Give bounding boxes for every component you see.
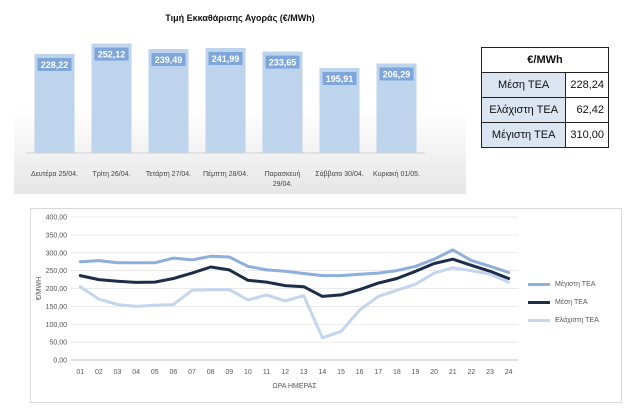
stats-row: Μέγιστη ΤΕΑ 310,00 — [480, 122, 609, 148]
bar-value-label: 241,99 — [212, 54, 240, 64]
stats-row-label: Μέση ΤΕΑ — [480, 72, 567, 98]
bar-category-label: Πέμπτη 28/04. — [203, 170, 248, 178]
series-line-avg — [78, 257, 511, 298]
bar-value-label-bg — [379, 67, 414, 81]
bar-chart-canvas: Τιμή Εκκαθάρισης Αγοράς (€/MWh) 228,22 Δευ… — [26, 13, 425, 188]
x-tick-label: 10 — [244, 369, 252, 376]
x-tick-label: 12 — [281, 369, 289, 376]
bar-value-label-bg — [37, 57, 72, 71]
bar-value-label-bg — [322, 71, 357, 85]
bar-value-label: 195,91 — [326, 74, 354, 84]
bar-category-label: Δευτέρα 25/04. — [31, 170, 78, 178]
x-tick-label: 21 — [449, 369, 457, 376]
bar-value-label-bg — [151, 53, 186, 67]
bar-value-label: 252,12 — [98, 50, 126, 60]
y-tick-label: 300,00 — [46, 250, 68, 257]
legend-swatch — [528, 319, 550, 322]
y-tick-label: 100,00 — [46, 322, 68, 329]
bar-category-label: Παρασκευή — [265, 171, 301, 178]
legend-label: Ελάχιστη ΤΕΑ — [555, 317, 599, 324]
bar-value-label-bg — [94, 47, 129, 61]
x-tick-label: 19 — [412, 369, 420, 376]
legend-item-avg: Μέση ΤΕΑ — [528, 299, 588, 306]
daily-price-bar-chart: Τιμή Εκκαθάρισης Αγοράς (€/MWh) 228,22 Δευ… — [14, 6, 466, 194]
x-tick-label: 02 — [95, 369, 103, 376]
x-tick-label: 15 — [337, 369, 345, 376]
x-tick-label: 01 — [76, 369, 84, 376]
bar-category-label: Τρίτη 26/04. — [93, 170, 131, 178]
legend-item-min: Ελάχιστη ΤΕΑ — [528, 317, 599, 324]
x-tick-label: 16 — [356, 369, 364, 376]
bar-value-label: 206,29 — [383, 69, 411, 79]
x-tick-label: 24 — [505, 369, 513, 376]
series-line-min — [78, 266, 511, 340]
stats-row-label: Μέγιστη ΤΕΑ — [480, 122, 567, 148]
bar-value-label-bg — [265, 55, 300, 69]
y-tick-label: 250,00 — [46, 268, 68, 275]
stats-row-value: 62,42 — [565, 97, 609, 123]
legend-swatch — [528, 283, 550, 286]
legend-label: Μέση ΤΕΑ — [555, 299, 588, 306]
x-axis-label: ΩΡΑ ΗΜΕΡΑΣ — [272, 383, 317, 390]
x-tick-label: 20 — [430, 369, 438, 376]
y-tick-label: 350,00 — [46, 232, 68, 239]
x-tick-label: 14 — [319, 369, 327, 376]
x-tick-label: 06 — [170, 369, 178, 376]
x-tick-label: 18 — [393, 369, 401, 376]
bar — [148, 49, 189, 153]
bar-category-label: Σάββατο 30/04. — [315, 170, 363, 178]
bar-value-label: 228,22 — [41, 60, 69, 70]
stats-header: €/MWh — [481, 47, 609, 73]
bar — [91, 43, 132, 153]
stats-row: Ελάχιστη ΤΕΑ 62,42 — [480, 97, 609, 123]
y-tick-label: 150,00 — [46, 304, 68, 311]
legend-label: Μέγιστη ΤΕΑ — [555, 281, 596, 288]
x-tick-label: 08 — [207, 369, 215, 376]
stats-row-value: 310,00 — [565, 122, 609, 148]
x-tick-label: 07 — [188, 369, 196, 376]
legend-swatch — [528, 301, 550, 304]
x-tick-label: 13 — [300, 369, 308, 376]
y-axis-label: €/MWH — [36, 277, 43, 300]
x-tick-label: 04 — [132, 369, 140, 376]
y-tick-label: 400,00 — [46, 215, 68, 222]
bar-value-label: 239,49 — [155, 55, 183, 65]
x-tick-label: 17 — [374, 369, 382, 376]
hourly-price-line-chart: 0,00 50,00 100,00 150,00 200,00 250,00 300,00 3… — [30, 208, 622, 403]
stats-row: Μέση ΤΕΑ 228,24 — [480, 72, 609, 98]
price-stats-table: €/MWh Μέση ΤΕΑ 228,24 Ελάχιστη ΤΕΑ 62,42… — [480, 47, 609, 148]
x-tick-label: 05 — [151, 369, 159, 376]
bar-category-label: 29/04. — [273, 181, 293, 188]
y-tick-label: 50,00 — [49, 340, 67, 347]
x-tick-label: 09 — [225, 369, 233, 376]
x-tick-label: 11 — [263, 369, 270, 376]
bar-chart-title: Τιμή Εκκαθάρισης Αγοράς (€/MWh) — [165, 13, 315, 23]
stats-header-row: €/MWh — [481, 47, 609, 73]
bar-value-label: 233,65 — [269, 58, 297, 68]
x-tick-label: 22 — [468, 369, 476, 376]
y-tick-label: 200,00 — [46, 286, 68, 293]
series-line-max — [78, 248, 511, 278]
stats-row-label: Ελάχιστη ΤΕΑ — [480, 97, 567, 123]
x-tick-label: 03 — [114, 369, 122, 376]
x-tick-label: 23 — [486, 369, 494, 376]
line-chart-canvas: 0,00 50,00 100,00 150,00 200,00 250,00 300,00 3… — [36, 215, 518, 390]
bar-category-label: Κυριακή 01/05. — [373, 171, 420, 178]
stats-row-value: 228,24 — [565, 72, 609, 98]
bar-category-label: Τετάρτη 27/04. — [146, 170, 191, 178]
bar-value-label-bg — [208, 51, 243, 65]
bar — [205, 47, 246, 153]
y-tick-label: 0,00 — [53, 358, 67, 365]
legend-item-max: Μέγιστη ΤΕΑ — [528, 281, 595, 288]
